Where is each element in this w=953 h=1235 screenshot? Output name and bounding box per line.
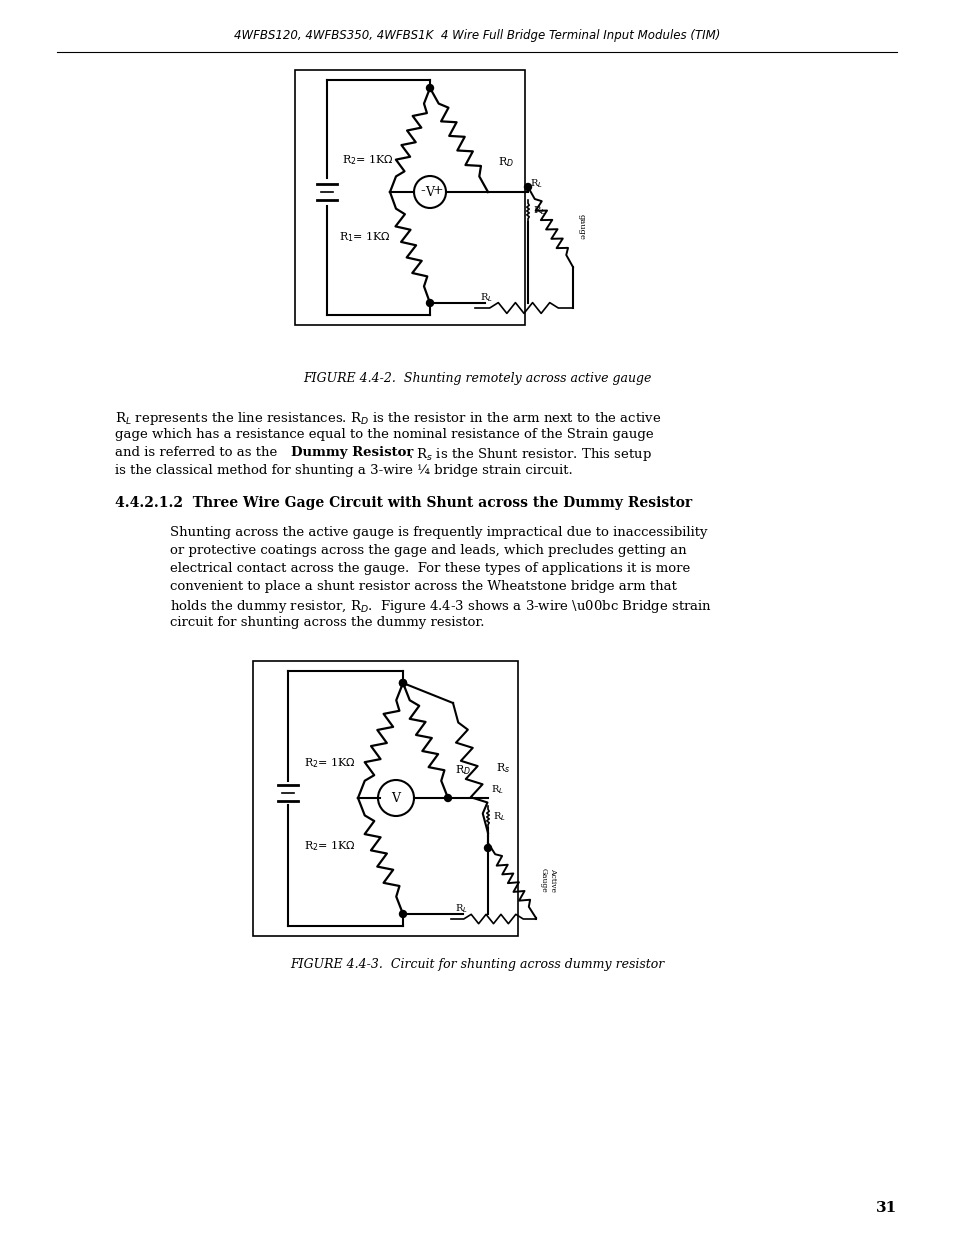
Circle shape xyxy=(399,679,406,687)
Text: R$_2$= 1K$\Omega$: R$_2$= 1K$\Omega$ xyxy=(341,153,394,167)
Text: R$_L$: R$_L$ xyxy=(491,783,503,797)
Text: R$_1$= 1K$\Omega$: R$_1$= 1K$\Omega$ xyxy=(338,230,391,243)
Text: electrical contact across the gauge.  For these types of applications it is more: electrical contact across the gauge. For… xyxy=(170,562,690,576)
Text: convenient to place a shunt resistor across the Wheatstone bridge arm that: convenient to place a shunt resistor acr… xyxy=(170,580,677,593)
Circle shape xyxy=(426,84,433,91)
Text: circuit for shunting across the dummy resistor.: circuit for shunting across the dummy re… xyxy=(170,616,484,629)
Text: R$_D$: R$_D$ xyxy=(497,156,514,169)
Text: FIGURE 4.4-3.  Circuit for shunting across dummy resistor: FIGURE 4.4-3. Circuit for shunting acros… xyxy=(290,958,663,971)
Text: R$_L$: R$_L$ xyxy=(493,810,505,824)
Circle shape xyxy=(399,910,406,918)
Text: FIGURE 4.4-2.  Shunting remotely across active gauge: FIGURE 4.4-2. Shunting remotely across a… xyxy=(302,372,651,385)
Circle shape xyxy=(524,184,531,190)
Circle shape xyxy=(399,679,406,687)
Text: Shunting across the active gauge is frequently impractical due to inaccessibilit: Shunting across the active gauge is freq… xyxy=(170,526,707,538)
Text: Active
Gauge: Active Gauge xyxy=(539,868,557,893)
Text: V: V xyxy=(391,792,400,804)
Text: R$_L$: R$_L$ xyxy=(533,205,545,217)
Text: +: + xyxy=(433,184,443,198)
Text: R$_s$: R$_s$ xyxy=(496,761,510,774)
Text: R$_2$= 1K$\Omega$: R$_2$= 1K$\Omega$ xyxy=(304,839,355,853)
Text: holds the dummy resistor, R$_D$.  Figure 4.4-3 shows a 3-wire \u00bc Bridge stra: holds the dummy resistor, R$_D$. Figure … xyxy=(170,598,711,615)
Text: R$_L$: R$_L$ xyxy=(530,178,542,190)
Text: -: - xyxy=(420,184,425,198)
Text: is the classical method for shunting a 3-wire ¼ bridge strain circuit.: is the classical method for shunting a 3… xyxy=(115,464,572,477)
Text: 4.4.2.1.2  Three Wire Gage Circuit with Shunt across the Dummy Resistor: 4.4.2.1.2 Three Wire Gage Circuit with S… xyxy=(115,496,691,510)
Text: V: V xyxy=(425,185,434,199)
Circle shape xyxy=(444,794,451,802)
Text: gauge: gauge xyxy=(578,214,585,240)
Text: R$_L$: R$_L$ xyxy=(479,291,493,304)
Text: Dummy Resistor: Dummy Resistor xyxy=(291,446,413,459)
Text: gage which has a resistance equal to the nominal resistance of the Strain gauge: gage which has a resistance equal to the… xyxy=(115,429,653,441)
Text: R$_D$: R$_D$ xyxy=(455,763,471,777)
Text: . R$_s$ is the Shunt resistor. This setup: . R$_s$ is the Shunt resistor. This setu… xyxy=(408,446,652,463)
Text: 31: 31 xyxy=(875,1200,896,1215)
Circle shape xyxy=(484,845,491,851)
Text: and is referred to as the: and is referred to as the xyxy=(115,446,281,459)
Text: or protective coatings across the gage and leads, which precludes getting an: or protective coatings across the gage a… xyxy=(170,543,686,557)
Text: 4WFBS120, 4WFBS350, 4WFBS1K  4 Wire Full Bridge Terminal Input Modules (TIM): 4WFBS120, 4WFBS350, 4WFBS1K 4 Wire Full … xyxy=(233,28,720,42)
Text: R$_2$= 1K$\Omega$: R$_2$= 1K$\Omega$ xyxy=(304,756,355,769)
Text: R$_L$: R$_L$ xyxy=(455,903,467,915)
Circle shape xyxy=(426,300,433,306)
Text: R$_L$ represents the line resistances. R$_D$ is the resistor in the arm next to : R$_L$ represents the line resistances. R… xyxy=(115,410,660,427)
